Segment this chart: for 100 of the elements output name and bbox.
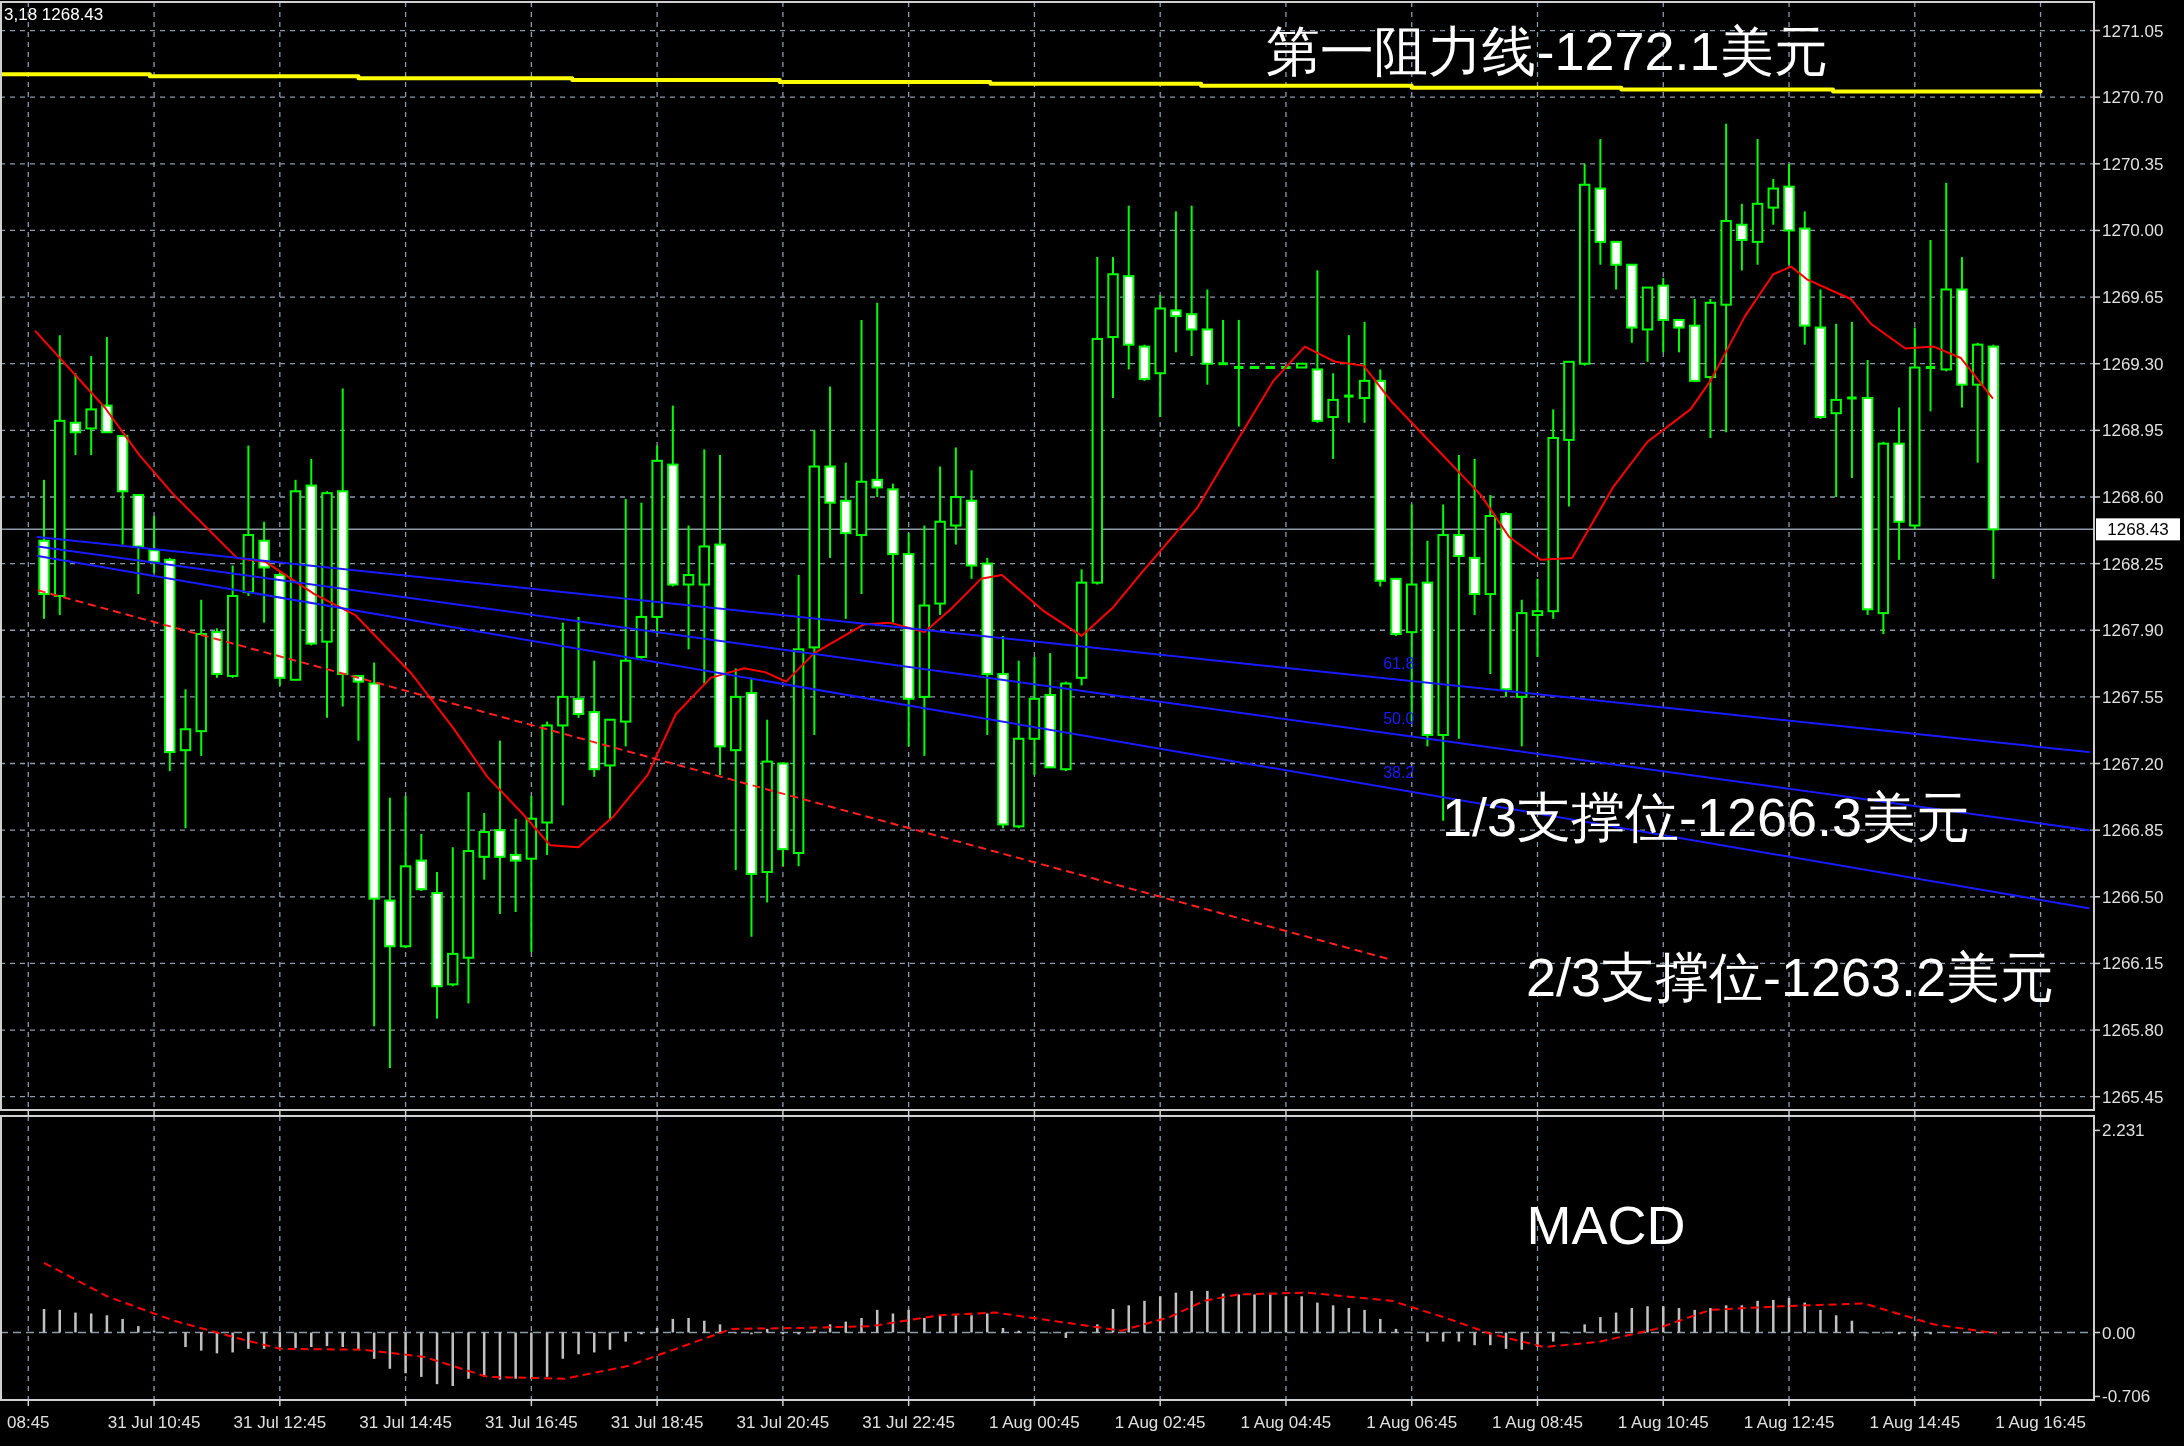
bar (624, 1332, 627, 1342)
annotation: 3,18 1268.43 (4, 5, 104, 24)
y-tick-label: 1269.30 (2102, 354, 2164, 374)
candlestick (148, 515, 160, 575)
y-tick-label: 0.00 (2102, 1323, 2136, 1343)
y-tick-label: -0.706 (2102, 1387, 2151, 1407)
y-tick-label: 1270.35 (2102, 154, 2164, 174)
y-tick-label: 1266.50 (2102, 887, 2164, 907)
y-tick-label: 1267.55 (2102, 687, 2164, 707)
x-tick-label: 1 Aug 04:45 (1240, 1413, 1332, 1432)
annotation: 2/3支撑位-1263.2美元 (1525, 947, 2055, 1008)
x-tick-label: 1 Aug 16:45 (1995, 1413, 2086, 1432)
bar (1316, 1302, 1319, 1333)
bar (74, 1312, 77, 1333)
ref-line-label: 1268.43 (2107, 520, 2169, 540)
x-tick-label: 31 Jul 12:45 (233, 1413, 327, 1432)
bar (1253, 1294, 1256, 1333)
bar (1001, 1327, 1005, 1333)
bar (58, 1309, 61, 1333)
bar (1583, 1324, 1586, 1333)
candlestick (352, 674, 365, 742)
y-tick-label: 1265.80 (2102, 1021, 2164, 1041)
candlestick (1673, 318, 1685, 354)
bar (1426, 1332, 1429, 1342)
candlestick (1218, 318, 1228, 366)
candlestick (1327, 372, 1339, 460)
bar (1693, 1309, 1696, 1333)
candlestick (1358, 320, 1371, 424)
annotation: 第一阻力线-1272.1美元 (1266, 21, 1828, 82)
bar (1143, 1300, 1146, 1333)
annotation: MACD (1526, 1195, 1686, 1256)
bar (451, 1332, 455, 1386)
bar (137, 1326, 140, 1333)
bar (1190, 1290, 1193, 1333)
bar (923, 1318, 926, 1333)
candlestick (871, 301, 883, 498)
x-tick-label: 1 Aug 10:45 (1617, 1413, 1709, 1432)
series-label: 38.2 (1383, 764, 1415, 782)
candlestick (1830, 322, 1842, 498)
candlestick (682, 524, 695, 651)
bar (1709, 1308, 1712, 1333)
y-tick-label: 1266.85 (2102, 821, 2164, 841)
bar (1473, 1332, 1476, 1346)
bar (860, 1318, 863, 1333)
bar (1599, 1317, 1602, 1333)
bar (1803, 1302, 1806, 1333)
bar (1646, 1306, 1649, 1333)
candlestick (1531, 577, 1544, 658)
y-tick-label: 1271.05 (2102, 21, 2164, 41)
bar (1379, 1318, 1382, 1333)
bar (231, 1332, 234, 1353)
candlestick (572, 615, 585, 719)
candlestick (1453, 454, 1465, 740)
candlestick (69, 372, 82, 457)
bar (514, 1332, 517, 1379)
candlestick (1924, 238, 1937, 413)
bar (310, 1332, 313, 1347)
y-tick-label: 1270.00 (2102, 221, 2164, 241)
candlestick (509, 817, 522, 914)
y-tick-label: 1268.95 (2102, 421, 2164, 441)
candlestick (1736, 202, 1748, 272)
y-tick-label: 1270.70 (2102, 88, 2164, 108)
x-tick-label: 31 Jul 16:45 (485, 1413, 578, 1432)
bar (687, 1318, 690, 1333)
x-tick-label: 1 Aug 00:45 (989, 1413, 1080, 1432)
x-tick-label: 1 Aug 14:45 (1869, 1413, 1961, 1432)
bar (294, 1332, 297, 1348)
bar (530, 1332, 533, 1379)
bar (1363, 1309, 1366, 1333)
bar (184, 1332, 187, 1347)
candlestick (1185, 204, 1198, 358)
bar (341, 1332, 344, 1347)
bar (1661, 1306, 1665, 1333)
bar (577, 1332, 580, 1355)
x-tick-label: 31 Jul 10:45 (107, 1413, 201, 1432)
bar (404, 1332, 407, 1374)
bar (907, 1309, 910, 1333)
bar (703, 1320, 706, 1333)
y-tick-label: 1267.20 (2102, 754, 2164, 774)
x-tick-label: 31 Jul 22:45 (862, 1413, 955, 1432)
x-tick-label: 31 Jul 20:45 (736, 1413, 830, 1432)
y-tick-label: 1267.90 (2102, 621, 2164, 641)
bar (986, 1313, 989, 1333)
bar (592, 1332, 596, 1353)
y-tick-label: 1268.25 (2102, 554, 2164, 574)
bar (357, 1332, 360, 1350)
x-tick-label: 08:45 (7, 1413, 50, 1432)
bar (247, 1332, 250, 1349)
candlestick (1847, 320, 1857, 479)
y-tick-label: 1268.60 (2102, 487, 2164, 507)
bar (1819, 1309, 1822, 1333)
candlestick (1234, 318, 1244, 428)
bar (970, 1315, 973, 1333)
bar (813, 1329, 816, 1333)
x-tick-label: 31 Jul 18:45 (610, 1413, 704, 1432)
y-tick-label: 1265.45 (2102, 1087, 2164, 1107)
candlestick (85, 355, 97, 457)
bar (1756, 1300, 1759, 1333)
bar (1300, 1296, 1303, 1333)
candlestick (1767, 178, 1780, 226)
